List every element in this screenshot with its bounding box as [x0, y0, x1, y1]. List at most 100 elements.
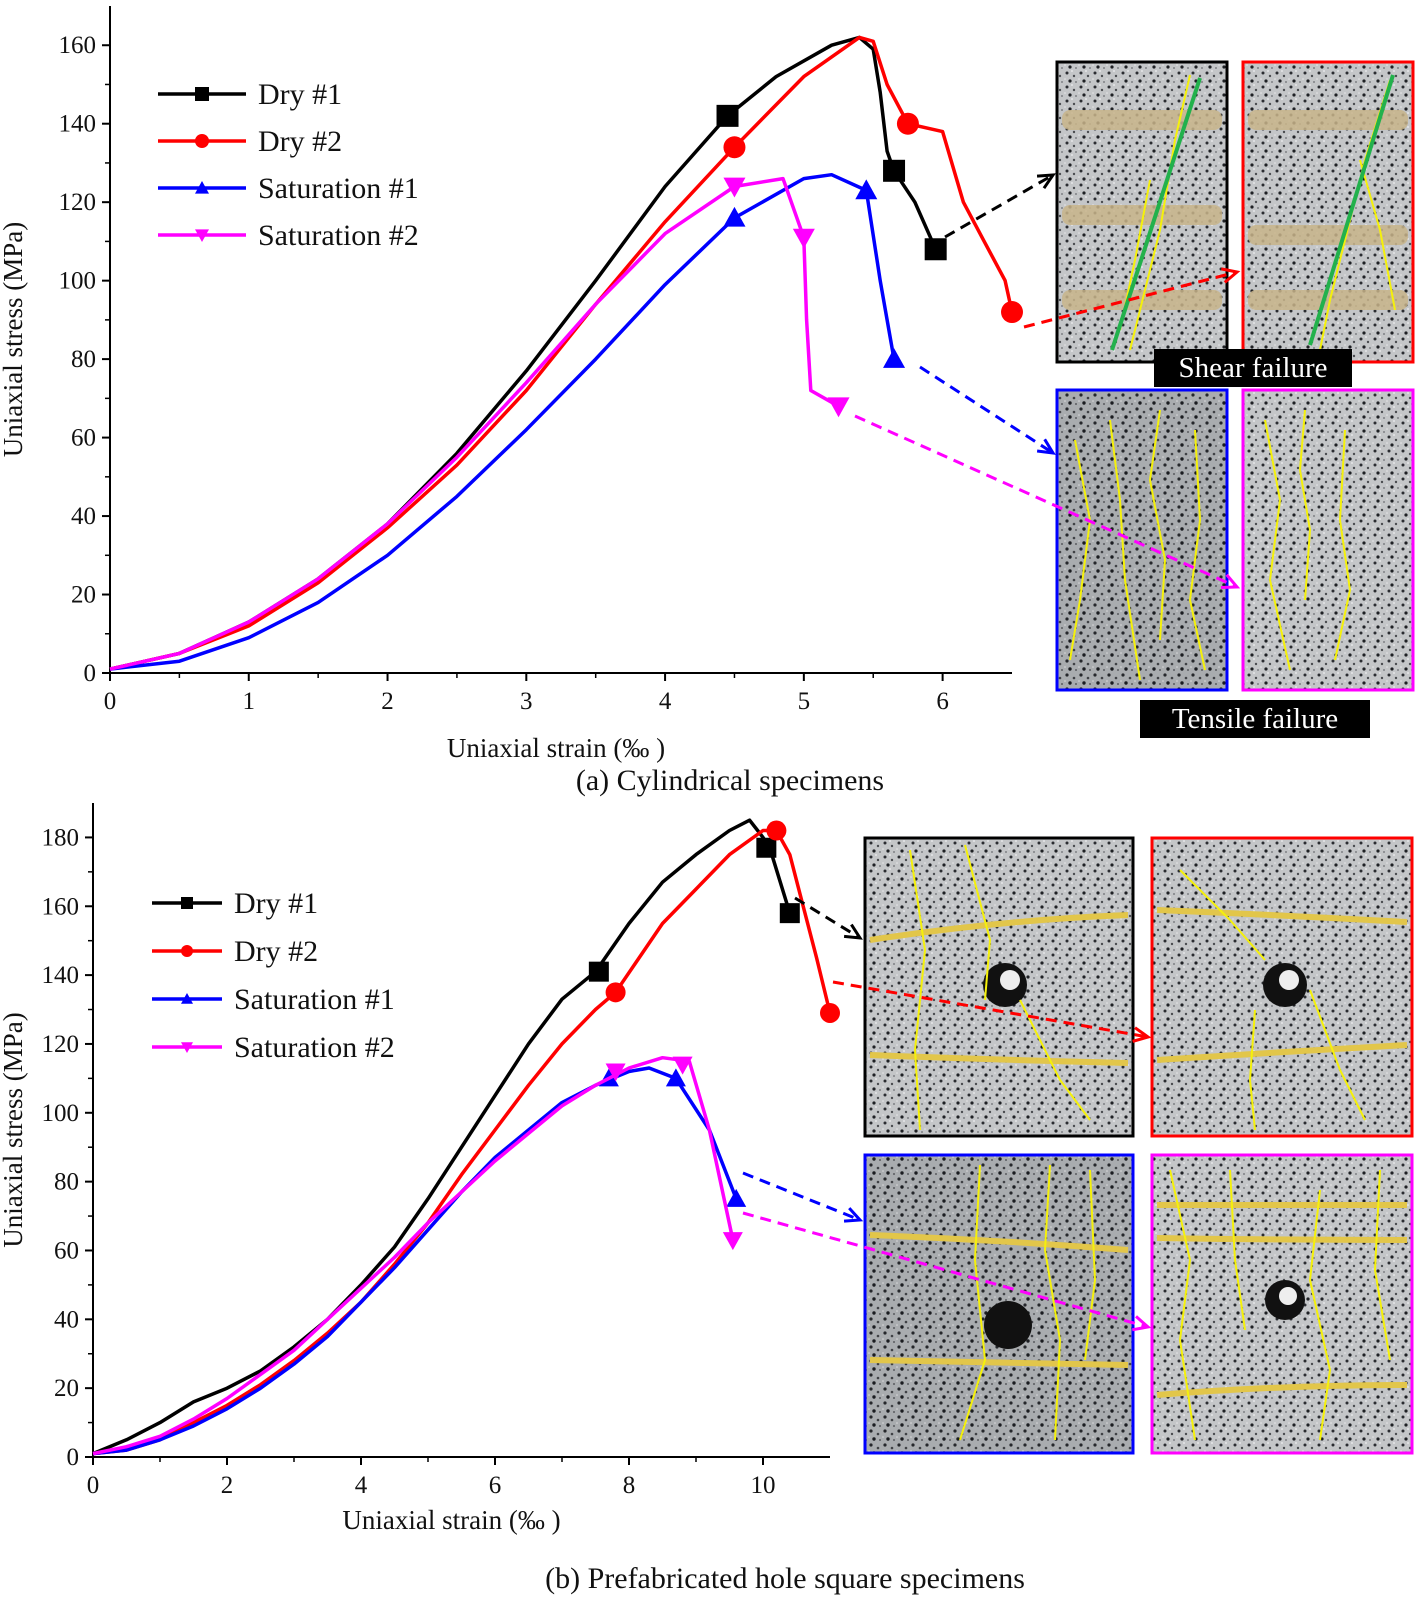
tensile-failure-label: Tensile failure [1140, 700, 1370, 738]
failure-arrows [742, 173, 1241, 1332]
arrow-head-icon [1132, 1026, 1152, 1043]
dry-2-marker [1001, 301, 1023, 324]
y-tick-label: 140 [42, 962, 80, 989]
saturation-2-line [109, 176, 840, 671]
x-axis-title: Uniaxial strain (‰ ) [447, 733, 665, 763]
legend-marker-saturation-1 [195, 181, 209, 194]
legend-marker-dry-2 [181, 945, 193, 957]
y-tick-label: 0 [67, 1444, 80, 1471]
arrow-head-icon [1036, 438, 1056, 455]
y-axis-title: Uniaxial stress (MPa) [0, 222, 28, 457]
legend-label-dry-1: Dry #1 [234, 887, 318, 920]
y-tick-label: 100 [42, 1100, 80, 1127]
saturation-2-marker [672, 1056, 693, 1075]
saturation-1-marker [883, 348, 906, 368]
x-tick-label: 6 [489, 1472, 502, 1499]
dry-1-specimen-photo [863, 836, 1135, 1138]
y-tick-label: 40 [54, 1306, 79, 1333]
saturation-1-line [109, 172, 896, 671]
arrow-head-icon [1220, 573, 1241, 589]
dry-1-marker [588, 961, 609, 982]
dry-1-line [109, 35, 938, 671]
legend-marker-saturation-2 [195, 229, 209, 242]
y-tick-label: 180 [42, 824, 80, 851]
panel-a-caption: (a) Cylindrical specimens [576, 764, 884, 797]
saturation-1-specimen-photo [1055, 388, 1229, 692]
dry-1-marker [883, 159, 906, 182]
saturation-1-marker [855, 179, 878, 200]
arrow-head-icon [1221, 267, 1241, 284]
x-tick-label: 0 [87, 1472, 100, 1499]
x-tick-label: 3 [520, 688, 533, 715]
saturation-2-line [92, 1055, 735, 1456]
y-tick-label: 40 [71, 503, 96, 530]
arrow-head-icon [843, 1207, 864, 1223]
dry-2-specimen-photo [1150, 836, 1414, 1138]
y-tick-label: 160 [42, 893, 80, 920]
dry-2-marker [820, 1002, 840, 1023]
y-tick-label: 80 [71, 346, 96, 373]
saturation-1-specimen-photo [863, 1153, 1135, 1455]
y-tick-label: 120 [42, 1031, 80, 1058]
legend-marker-saturation-2 [181, 1042, 193, 1053]
legend-label-saturation-2: Saturation #2 [258, 219, 419, 252]
legend-label-dry-2: Dry #2 [258, 125, 342, 158]
dry-1-marker [756, 837, 777, 858]
y-tick-label: 20 [54, 1375, 79, 1402]
arrow-head-icon [1131, 1315, 1152, 1332]
y-tick-label: 100 [59, 268, 97, 295]
saturation-2-marker [722, 1232, 743, 1251]
y-tick-label: 120 [59, 189, 97, 216]
dashed-arrow-line [742, 1211, 1149, 1329]
y-tick-label: 160 [59, 32, 97, 59]
dry-1-specimen-photo [1055, 60, 1229, 364]
saturation-2-specimen-photo [1241, 388, 1415, 692]
saturation-1-marker [726, 1188, 747, 1207]
tensile-failure-text: Tensile failure [1172, 703, 1338, 735]
panel-b: 0 2 4 6 8 10020406080100120140160180Uniaxial … [0, 803, 1414, 1595]
x-tick-label: 8 [623, 1472, 636, 1499]
x-tick-label: 5 [798, 688, 811, 715]
x-tick-label: 0 [104, 688, 117, 715]
dry-2-marker [896, 112, 919, 135]
shear-failure-label: Shear failure [1154, 349, 1352, 387]
dry-2-marker [766, 820, 787, 841]
dashed-arrow-line [1023, 270, 1238, 329]
saturation-1-line [92, 1066, 738, 1456]
x-tick-label: 2 [381, 688, 394, 715]
x-tick-label: 4 [355, 1472, 368, 1499]
x-tick-label: 2 [221, 1472, 234, 1499]
dry-1-marker [924, 238, 947, 261]
saturation-2-specimen-photo [1150, 1153, 1414, 1455]
y-tick-label: 60 [71, 425, 96, 452]
y-tick-label: 60 [54, 1237, 79, 1264]
dashed-arrow-line [919, 365, 1054, 455]
saturation-2-marker [605, 1063, 626, 1082]
legend-label-saturation-2: Saturation #2 [234, 1031, 395, 1064]
dashed-arrow-line [742, 1171, 861, 1222]
x-tick-label: 6 [936, 688, 949, 715]
dashed-arrow-line [794, 896, 861, 940]
dry-2-specimen-photo [1241, 60, 1415, 364]
y-tick-label: 80 [54, 1169, 79, 1196]
panel-b-caption: (b) Prefabricated hole square specimens [545, 1562, 1025, 1595]
dashed-arrow-line [944, 173, 1054, 239]
legend-marker-dry-1 [195, 87, 209, 101]
saturation-1-marker [665, 1068, 686, 1087]
dry-2-line [109, 35, 1014, 671]
dry-1-line [92, 818, 792, 1456]
y-tick-label: 0 [84, 660, 97, 687]
dry-1-marker [716, 104, 739, 127]
saturation-2-marker [827, 397, 850, 418]
dry-2-marker [723, 136, 746, 159]
saturation-1-marker [723, 206, 746, 227]
x-tick-label: 1 [243, 688, 256, 715]
saturation-2-marker [723, 177, 746, 198]
legend-label-dry-2: Dry #2 [234, 935, 318, 968]
legend-marker-dry-1 [181, 897, 193, 909]
arrow-head-icon [843, 923, 863, 940]
plot-b: 0 2 4 6 8 10020406080100120140160180Uniaxial … [0, 803, 840, 1535]
